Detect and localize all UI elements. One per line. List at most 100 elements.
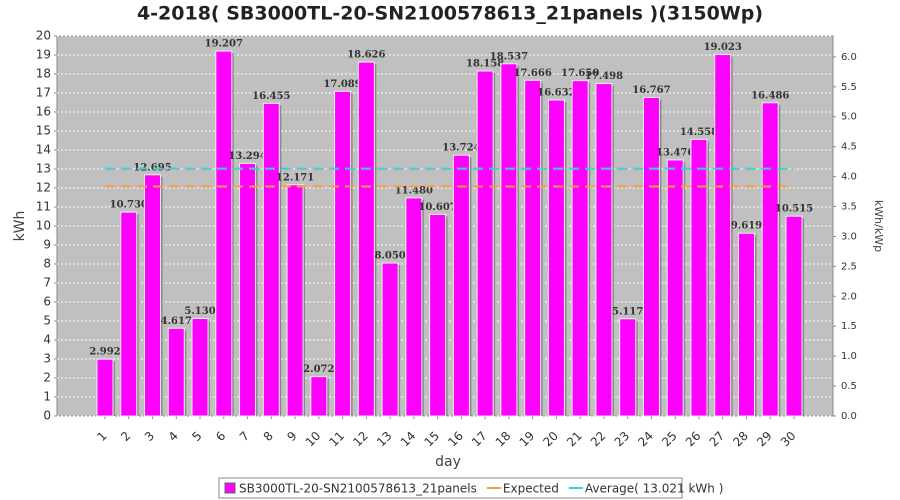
y2-tick-label: 5.0 bbox=[841, 112, 857, 123]
y2-axis-label: kWh/kWp bbox=[872, 200, 885, 252]
bar bbox=[452, 154, 470, 417]
bar bbox=[547, 99, 565, 417]
x-tick-label: 23 bbox=[612, 429, 633, 450]
y-tick-label: 15 bbox=[36, 124, 51, 138]
y2-tick-label: 6.0 bbox=[841, 52, 857, 63]
y2-tick-label: 0.0 bbox=[841, 411, 857, 422]
x-tick-label: 27 bbox=[707, 429, 728, 450]
value-label: 10.515 bbox=[775, 204, 813, 215]
x-tick-label: 11 bbox=[326, 429, 347, 450]
y-tick-label: 18 bbox=[36, 67, 51, 81]
bar bbox=[262, 102, 280, 417]
x-tick-label: 30 bbox=[778, 429, 799, 450]
y-tick-label: 8 bbox=[43, 257, 51, 271]
y2-tick-label: 2.0 bbox=[841, 291, 857, 302]
chart-title: 4-2018( SB3000TL-20-SN2100578613_21panel… bbox=[137, 3, 763, 25]
y-tick-label: 1 bbox=[43, 390, 51, 404]
bar bbox=[666, 159, 684, 417]
y-tick-label: 12 bbox=[36, 181, 51, 195]
value-label: 12.171 bbox=[276, 172, 314, 183]
value-label: 19.023 bbox=[704, 42, 742, 53]
value-label: 17.089 bbox=[323, 79, 361, 90]
value-label: 18.537 bbox=[490, 51, 528, 62]
legend-label: Expected bbox=[503, 482, 559, 496]
bar bbox=[215, 50, 233, 417]
x-tick-label: 24 bbox=[635, 429, 656, 450]
y-tick-label: 2 bbox=[43, 371, 51, 385]
bar bbox=[524, 79, 542, 417]
value-label: 16.455 bbox=[252, 91, 290, 102]
value-label: 16.767 bbox=[632, 85, 670, 96]
value-label: 2.072 bbox=[303, 364, 334, 375]
value-label: 16.486 bbox=[751, 90, 789, 101]
bar bbox=[642, 96, 660, 417]
x-tick-label: 20 bbox=[540, 429, 561, 450]
bar bbox=[357, 61, 375, 417]
legend-label: Average( 13.021 kWh ) bbox=[585, 482, 724, 496]
y-tick-label: 0 bbox=[43, 409, 51, 423]
bar bbox=[619, 318, 637, 417]
x-tick-label: 9 bbox=[284, 429, 299, 444]
bar bbox=[429, 213, 447, 417]
legend-label: SB3000TL-20-SN2100578613_21panels bbox=[239, 482, 477, 496]
bar bbox=[191, 318, 209, 417]
x-tick-label: 29 bbox=[754, 429, 775, 450]
legend bbox=[218, 477, 683, 499]
bar bbox=[310, 376, 328, 417]
x-tick-label: 16 bbox=[445, 429, 466, 450]
y-tick-label: 3 bbox=[43, 352, 51, 366]
y-tick-label: 4 bbox=[43, 333, 51, 347]
x-tick-label: 28 bbox=[730, 429, 751, 450]
y-tick-label: 5 bbox=[43, 314, 51, 328]
value-label: 13.294 bbox=[228, 151, 266, 162]
bar bbox=[737, 232, 755, 417]
x-tick-label: 21 bbox=[564, 429, 585, 450]
bar bbox=[571, 80, 589, 417]
value-label: 2.992 bbox=[89, 347, 120, 358]
value-label: 17.498 bbox=[585, 71, 623, 82]
bar bbox=[167, 327, 185, 417]
bar bbox=[714, 54, 732, 417]
y2-tick-label: 4.5 bbox=[841, 142, 857, 153]
x-tick-label: 26 bbox=[683, 429, 704, 450]
y-tick-label: 19 bbox=[36, 48, 51, 62]
bar bbox=[120, 211, 138, 417]
bar bbox=[500, 63, 518, 417]
value-label: 13.724 bbox=[442, 143, 480, 154]
x-tick-label: 12 bbox=[350, 429, 371, 450]
bar bbox=[286, 184, 304, 417]
x-tick-label: 15 bbox=[422, 429, 443, 450]
y-tick-label: 9 bbox=[43, 238, 51, 252]
x-tick-label: 22 bbox=[588, 429, 609, 450]
bar bbox=[96, 358, 114, 417]
bar bbox=[476, 70, 494, 417]
x-axis-label: day bbox=[435, 454, 461, 470]
y2-tick-label: 0.5 bbox=[841, 381, 857, 392]
bar bbox=[334, 90, 352, 417]
y-tick-label: 20 bbox=[36, 29, 51, 43]
y2-tick-label: 4.0 bbox=[841, 172, 857, 183]
bar bbox=[761, 102, 779, 417]
y2-tick-label: 5.5 bbox=[841, 82, 857, 93]
bar bbox=[144, 174, 162, 417]
y2-tick-label: 3.0 bbox=[841, 231, 857, 242]
value-label: 18.158 bbox=[466, 58, 504, 69]
x-tick-label: 18 bbox=[493, 429, 514, 450]
x-tick-label: 25 bbox=[659, 429, 680, 450]
bar bbox=[690, 138, 708, 417]
x-tick-label: 8 bbox=[261, 429, 276, 444]
value-label: 10.607 bbox=[418, 202, 456, 213]
value-label: 8.050 bbox=[374, 251, 405, 262]
value-label: 4.617 bbox=[161, 316, 192, 327]
x-tick-label: 5 bbox=[189, 429, 204, 444]
y2-tick-label: 1.5 bbox=[841, 321, 857, 332]
value-label: 10.730 bbox=[110, 200, 148, 211]
x-tick-label: 4 bbox=[166, 429, 181, 444]
value-label: 16.632 bbox=[537, 87, 575, 98]
x-tick-label: 13 bbox=[374, 429, 395, 450]
bar bbox=[595, 83, 613, 417]
value-label: 11.480 bbox=[395, 185, 433, 196]
x-tick-label: 3 bbox=[142, 429, 157, 444]
value-label: 19.207 bbox=[205, 39, 243, 50]
